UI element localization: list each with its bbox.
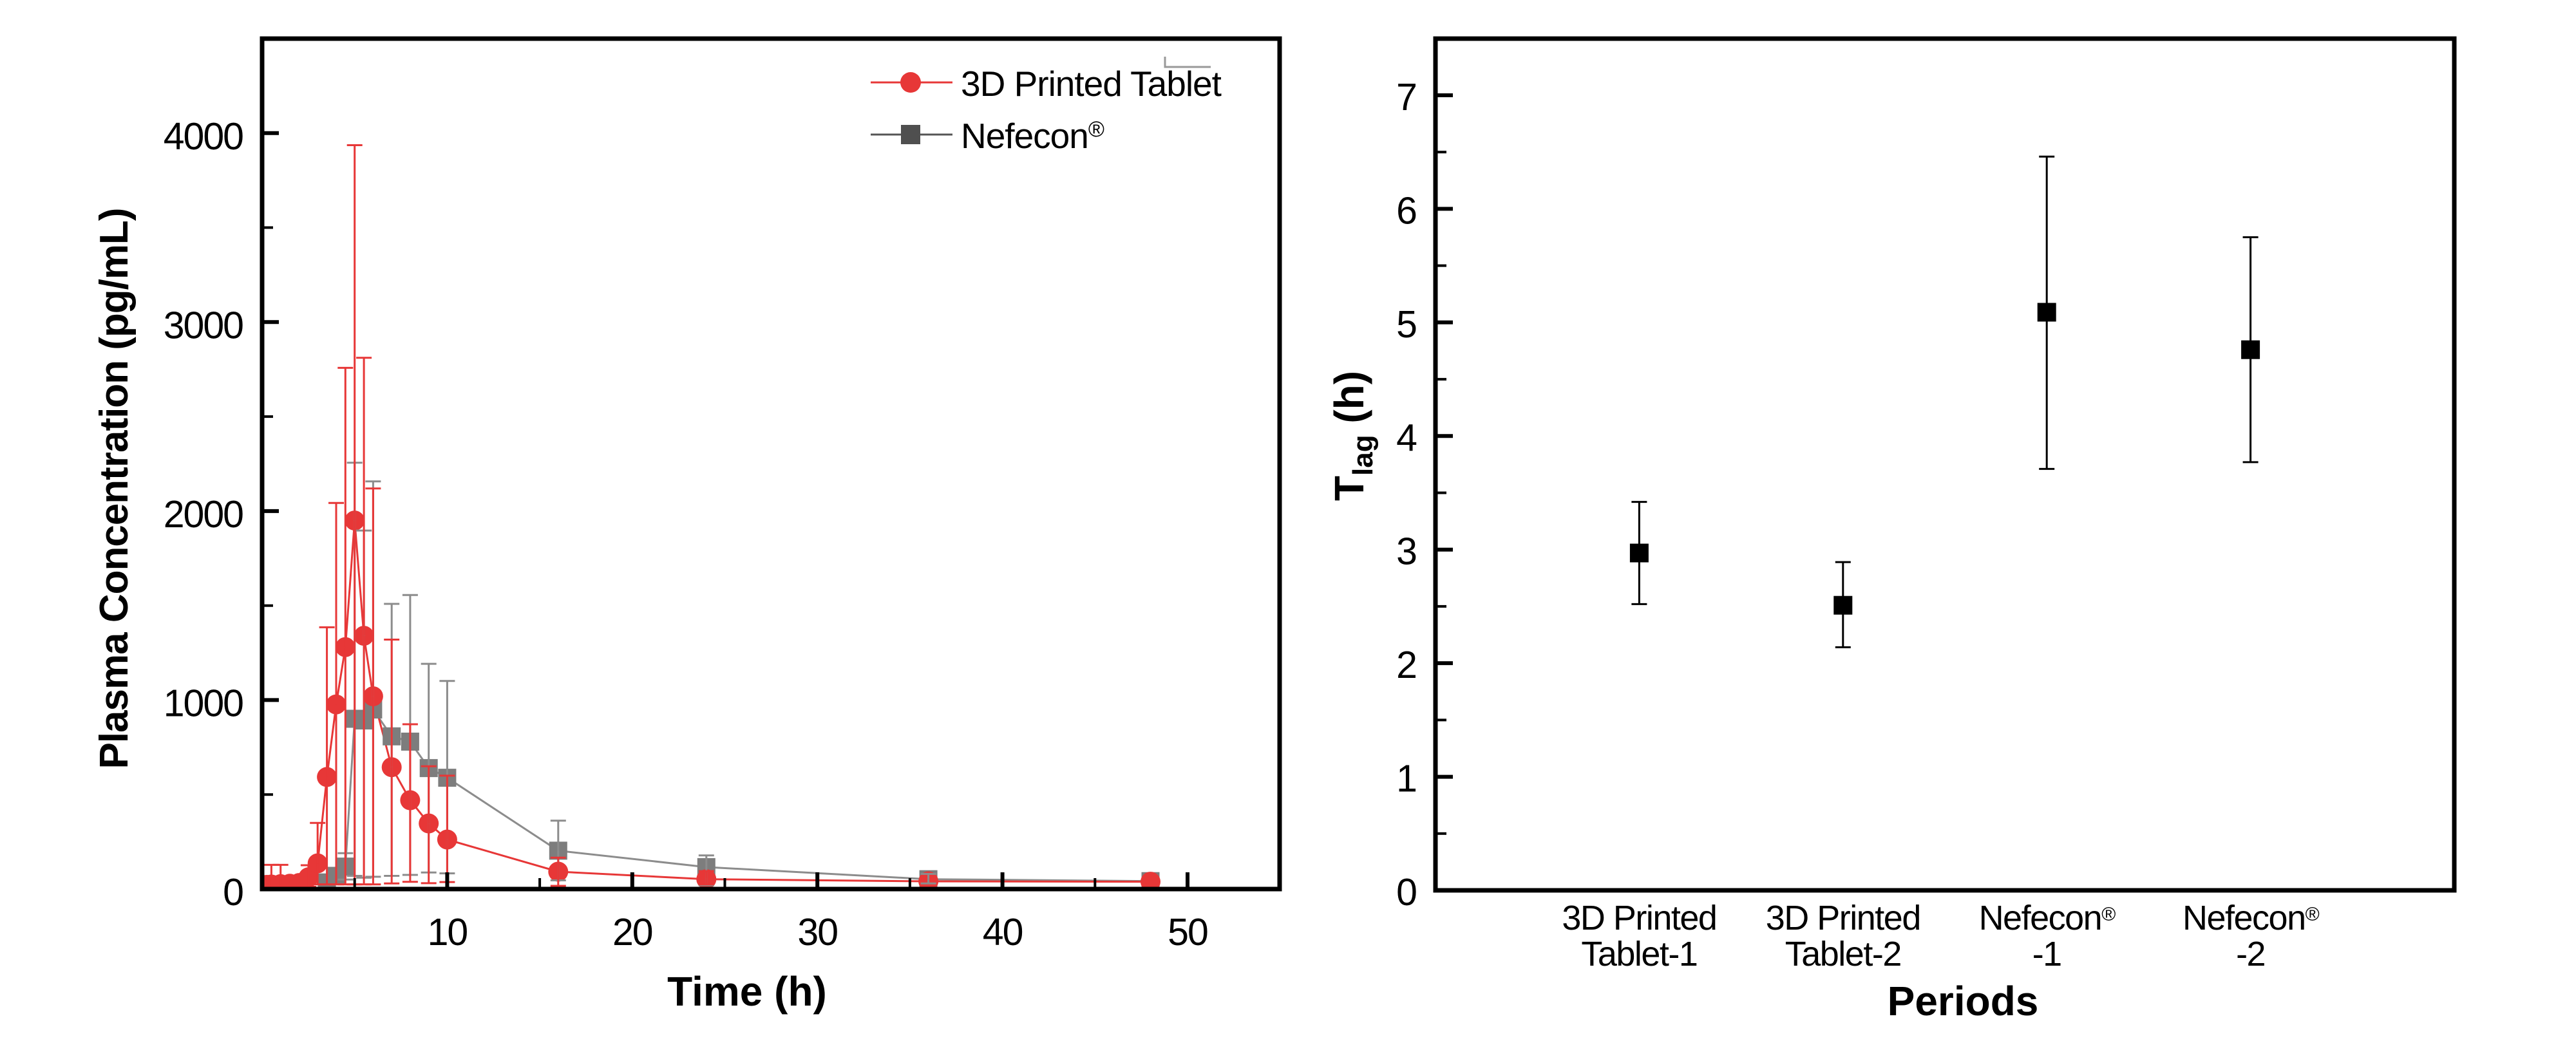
- svg-text:3D Printed: 3D Printed: [1766, 899, 1920, 937]
- svg-text:7: 7: [1396, 76, 1416, 118]
- svg-text:Nefecon®: Nefecon®: [961, 116, 1104, 156]
- svg-text:50: 50: [1168, 911, 1208, 953]
- svg-text:0: 0: [1396, 871, 1416, 914]
- svg-text:Nefecon®: Nefecon®: [1979, 899, 2116, 937]
- svg-text:3D Printed Tablet: 3D Printed Tablet: [961, 64, 1222, 104]
- svg-text:5: 5: [1396, 303, 1416, 346]
- svg-text:20: 20: [612, 911, 652, 953]
- svg-text:-2: -2: [2236, 935, 2265, 973]
- svg-text:Tablet-2: Tablet-2: [1785, 935, 1901, 973]
- svg-text:2000: 2000: [164, 493, 243, 536]
- svg-text:40: 40: [983, 911, 1023, 953]
- svg-text:Nefecon®: Nefecon®: [2183, 899, 2320, 937]
- svg-text:-1: -1: [2032, 935, 2061, 973]
- svg-text:3000: 3000: [164, 304, 243, 346]
- svg-text:1000: 1000: [164, 682, 243, 724]
- svg-text:30: 30: [797, 911, 837, 953]
- svg-text:Plasma Concentration (pg/mL): Plasma Concentration (pg/mL): [92, 208, 137, 769]
- svg-text:4: 4: [1396, 417, 1417, 459]
- svg-text:0: 0: [223, 871, 243, 914]
- svg-text:6: 6: [1396, 189, 1416, 232]
- svg-text:3D Printed: 3D Printed: [1562, 899, 1716, 937]
- svg-text:Tablet-1: Tablet-1: [1581, 935, 1697, 973]
- svg-text:10: 10: [428, 911, 468, 953]
- svg-text:3: 3: [1396, 530, 1416, 573]
- svg-text:2: 2: [1396, 644, 1416, 686]
- svg-text:4000: 4000: [164, 115, 243, 158]
- svg-text:1: 1: [1396, 758, 1416, 800]
- svg-text:Time (h): Time (h): [667, 968, 827, 1015]
- svg-text:Periods: Periods: [1888, 978, 2039, 1024]
